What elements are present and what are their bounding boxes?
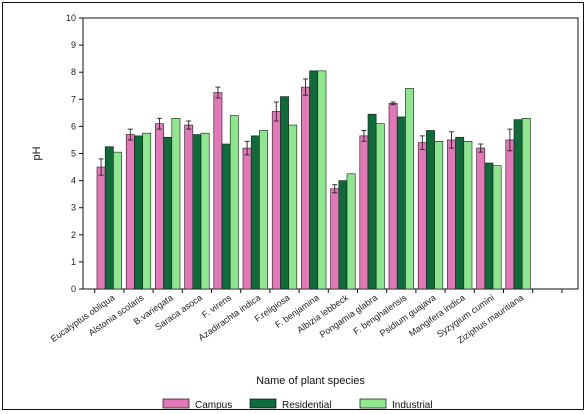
error-bar-2: [157, 117, 162, 130]
legend: Campus Residential Industrial: [162, 398, 433, 411]
bar-campus-7: [301, 86, 310, 290]
bar-industrial-12: [463, 141, 473, 290]
legend-swatch: [162, 398, 190, 409]
bar-campus-11: [417, 142, 427, 290]
bar-campus-13: [476, 147, 486, 290]
bar-residential-6: [280, 96, 289, 290]
x-axis-title: Name of plant species: [256, 375, 365, 387]
error-bar-9: [361, 130, 367, 142]
bars-group: [96, 70, 531, 290]
y-tick-label: 3: [71, 203, 76, 213]
bar-residential-4: [221, 143, 231, 290]
y-tick-label: 0: [71, 284, 76, 294]
bar-residential-7: [309, 70, 319, 290]
error-bar-0: [98, 158, 104, 176]
legend-label: Industrial: [392, 400, 433, 411]
error-bar-12: [449, 131, 454, 149]
error-bar-7: [303, 78, 308, 96]
error-bar-11: [419, 135, 425, 150]
bar-industrial-4: [229, 115, 239, 290]
y-tick-label: 10: [66, 13, 76, 23]
bar-campus-6: [271, 111, 281, 290]
bar-campus-2: [155, 123, 164, 290]
error-bar-5: [244, 140, 250, 156]
error-bar-4: [215, 86, 221, 99]
bar-campus-8: [330, 188, 340, 290]
legend-item-industrial: Industrial: [359, 398, 433, 411]
bar-industrial-8: [346, 173, 356, 290]
bar-residential-1: [134, 135, 143, 290]
y-tick-label: 9: [71, 40, 76, 50]
bar-campus-12: [447, 139, 456, 290]
legend-item-campus: Campus: [162, 398, 232, 411]
error-bar-1: [127, 128, 133, 141]
bar-campus-1: [125, 134, 135, 290]
y-axis-title: pH: [31, 146, 43, 160]
bar-industrial-2: [171, 117, 181, 290]
bar-residential-3: [192, 134, 202, 290]
y-tick-label: 5: [71, 149, 76, 159]
bar-residential-10: [396, 116, 406, 290]
bar-industrial-13: [492, 165, 502, 290]
bar-campus-10: [388, 103, 398, 290]
legend-item-residential: Residential: [249, 398, 331, 411]
bar-campus-4: [213, 92, 223, 290]
bar-residential-9: [367, 113, 377, 290]
bar-campus-9: [359, 135, 369, 290]
bar-industrial-3: [200, 132, 210, 290]
y-tick-label: 1: [71, 257, 76, 267]
y-tick-label: 8: [71, 67, 76, 77]
error-bars-group: [98, 78, 513, 194]
y-axis: 0 1 2 3 4 5 6 7 8 9 10: [66, 13, 83, 294]
bar-industrial-14: [521, 117, 531, 290]
y-tick-label: 6: [71, 121, 76, 131]
bar-industrial-7: [317, 70, 327, 290]
bar-industrial-9: [375, 123, 385, 290]
legend-swatch: [249, 398, 277, 409]
bar-industrial-0: [113, 151, 122, 290]
bar-campus-5: [242, 147, 252, 290]
legend-label: Campus: [195, 400, 232, 411]
bar-residential-5: [250, 135, 260, 290]
bar-industrial-10: [405, 88, 414, 290]
bar-campus-14: [505, 139, 515, 290]
figure-frame: [2, 2, 584, 410]
bar-residential-11: [426, 130, 435, 290]
y-tick-label: 4: [71, 176, 76, 186]
legend-label: Residential: [282, 400, 331, 411]
y-tick-label: 2: [71, 230, 76, 240]
error-bar-3: [186, 120, 192, 130]
bar-industrial-5: [259, 130, 268, 290]
bar-industrial-6: [288, 124, 298, 290]
error-bar-6: [273, 101, 279, 122]
bar-residential-14: [513, 119, 523, 290]
bar-residential-13: [484, 162, 494, 290]
bar-residential-12: [455, 136, 465, 290]
error-bar-14: [507, 128, 513, 152]
y-tick-label: 7: [71, 94, 76, 104]
error-bar-13: [478, 143, 484, 153]
bar-industrial-1: [142, 132, 152, 290]
error-bar-8: [332, 184, 338, 194]
bar-campus-0: [96, 166, 106, 290]
bar-residential-2: [163, 136, 173, 290]
bar-campus-3: [184, 124, 194, 290]
bar-industrial-11: [434, 141, 444, 290]
error-bar-10: [390, 101, 396, 106]
bar-residential-8: [338, 180, 348, 290]
bar-residential-0: [104, 146, 114, 290]
legend-swatch: [359, 398, 387, 409]
